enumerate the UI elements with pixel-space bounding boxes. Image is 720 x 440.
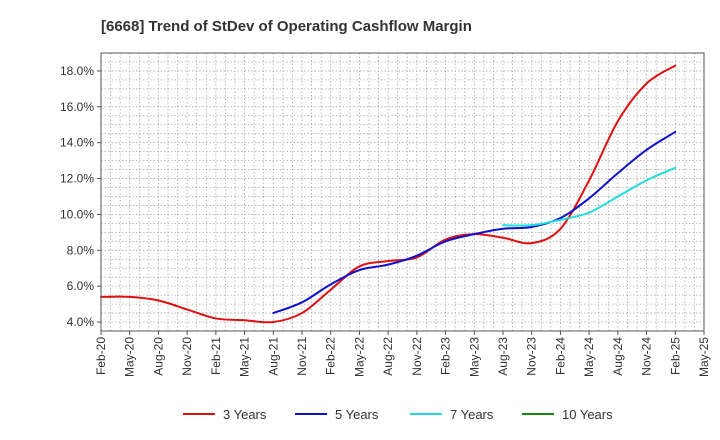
x-tick-label: May-22 [352, 337, 366, 377]
x-tick-label: May-24 [582, 337, 596, 377]
x-tick-label: Nov-23 [525, 337, 539, 376]
x-axis: Feb-20 May-20 Aug-20 Nov-20 Feb-21 May-21 Aug-… [94, 331, 711, 377]
x-tick-label: Aug-20 [151, 337, 165, 376]
legend-label: 3 Years [223, 407, 267, 422]
x-tick-label: Aug-22 [381, 337, 395, 376]
x-tick-label: May-20 [123, 337, 137, 377]
x-tick-label: Nov-21 [295, 337, 309, 376]
x-tick-label: Aug-21 [266, 337, 280, 376]
x-tick-label: Nov-24 [640, 337, 654, 376]
x-tick-label: Nov-20 [180, 337, 194, 376]
series-layer [100, 64, 677, 324]
series-line-5-years [272, 130, 677, 315]
y-tick-label: 6.0% [67, 279, 95, 293]
x-tick-label: Feb-22 [324, 337, 338, 375]
x-tick-label: Aug-23 [496, 337, 510, 376]
x-tick-label: Feb-21 [209, 337, 223, 375]
y-tick-label: 18.0% [60, 64, 94, 78]
legend-label: 10 Years [562, 407, 613, 422]
x-tick-label: Feb-23 [439, 337, 453, 375]
y-tick-label: 14.0% [60, 136, 94, 150]
y-tick-label: 8.0% [67, 243, 95, 257]
chart-title: [6668] Trend of StDev of Operating Cashf… [101, 18, 472, 35]
plot-area [101, 53, 704, 331]
y-tick-label: 12.0% [60, 172, 94, 186]
y-tick-label: 16.0% [60, 100, 94, 114]
y-tick-label: 10.0% [60, 207, 94, 221]
x-tick-label: Feb-25 [668, 337, 682, 375]
x-tick-label: Feb-24 [553, 337, 567, 375]
x-tick-label: Nov-22 [410, 337, 424, 376]
legend-label: 5 Years [335, 407, 379, 422]
y-tick-label: 4.0% [67, 315, 95, 329]
y-axis: 4.0% 6.0% 8.0% 10.0% 12.0% 14.0% 16.0% 18.0% [60, 64, 101, 329]
series-line-7-years [502, 166, 677, 227]
series-line-3-years [100, 64, 677, 324]
x-tick-label: May-25 [697, 337, 711, 377]
plot-frame [100, 52, 705, 332]
x-tick-label: Aug-24 [611, 337, 625, 376]
x-tick-label: May-21 [238, 337, 252, 377]
grid-lines [101, 53, 704, 331]
legend: 3 Years 5 Years 7 Years 10 Years [183, 407, 613, 422]
x-tick-label: Feb-20 [94, 337, 108, 375]
x-tick-label: May-23 [467, 337, 481, 377]
legend-label: 7 Years [450, 407, 494, 422]
